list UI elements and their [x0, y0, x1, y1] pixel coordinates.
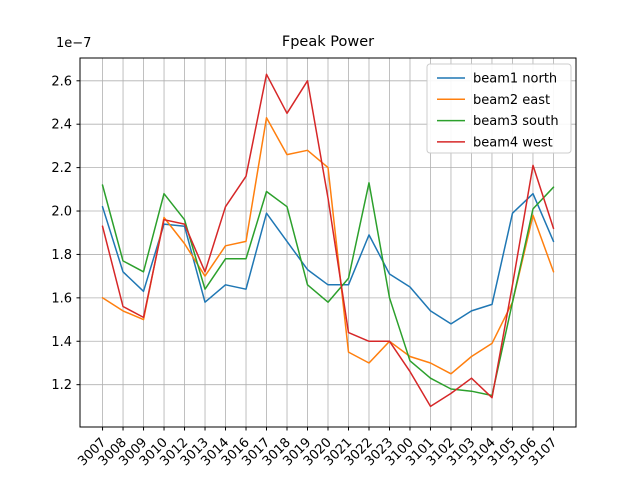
series-lines [101, 73, 555, 408]
legend-entry-beam4-west: beam4 west [437, 135, 553, 150]
legend-entry-beam2-east: beam2 east [437, 93, 550, 108]
legend-label: beam2 east [473, 93, 550, 108]
chart-title: Fpeak Power [282, 34, 374, 50]
series-line-beam2-east [101, 116, 555, 375]
y-tick-label: 1.4 [51, 335, 72, 350]
series-line-beam1-north [101, 192, 555, 325]
legend: beam1 north beam2 east beam3 south beam4 we… [426, 63, 572, 154]
y-tick-label: 2.6 [51, 74, 72, 89]
legend-label: beam4 west [473, 135, 553, 150]
y-tick-label: 1.8 [51, 248, 72, 263]
legend-entry-beam1-north: beam1 north [437, 72, 557, 87]
y-tick-label: 2.2 [51, 161, 72, 176]
y-tick-label: 2.4 [51, 118, 72, 133]
y-tick-label: 1.2 [51, 378, 72, 393]
y-tick-label: 1.6 [51, 291, 72, 306]
legend-entry-beam3-south: beam3 south [437, 114, 559, 129]
y-tick-label: 2.0 [51, 205, 72, 220]
series-line-beam4-west [101, 73, 555, 408]
series-line-beam3-south [101, 182, 555, 397]
axis-ticks: 3007300830093010301230133014301630173018… [51, 74, 560, 469]
legend-box [426, 63, 572, 154]
legend-label: beam1 north [473, 72, 557, 87]
legend-label: beam3 south [473, 114, 559, 129]
y-axis-offset-label: 1e−7 [56, 36, 91, 51]
